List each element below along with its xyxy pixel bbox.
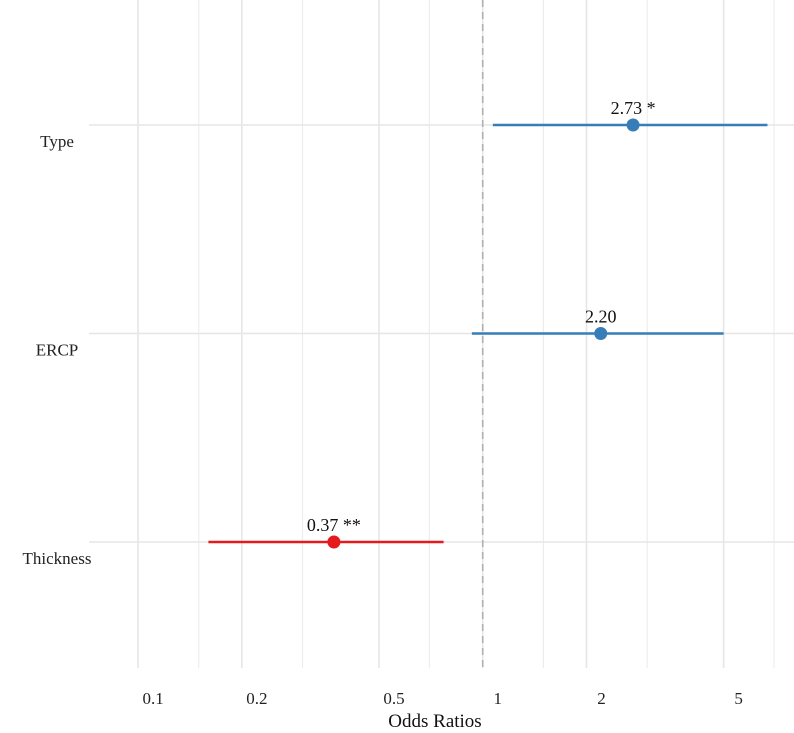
x-tick-label: 0.1 <box>142 689 163 708</box>
x-tick-label: 5 <box>734 689 743 708</box>
x-tick-label: 1 <box>493 689 502 708</box>
estimate-label: 0.37 ** <box>307 515 361 535</box>
term-label: Type <box>40 132 74 151</box>
x-axis-title: Odds Ratios <box>388 711 481 732</box>
x-axis-tick-labels: 0.1 0.2 0.5 1 2 5 <box>142 689 742 708</box>
estimate-point <box>327 535 341 549</box>
y-axis-labels: Type ERCP Thickness <box>23 132 92 568</box>
estimate-point <box>594 327 608 340</box>
estimate-label: 2.20 <box>585 307 617 327</box>
term-label: ERCP <box>36 341 79 360</box>
estimates: 2.73 * 2.20 0.37 ** <box>208 98 768 549</box>
x-tick-label: 2 <box>597 689 606 708</box>
x-tick-label: 0.2 <box>246 689 267 708</box>
estimate-label: 2.73 * <box>611 98 656 118</box>
x-tick-label: 0.5 <box>383 689 404 708</box>
estimate-point <box>626 118 640 132</box>
term-label: Thickness <box>23 549 92 568</box>
